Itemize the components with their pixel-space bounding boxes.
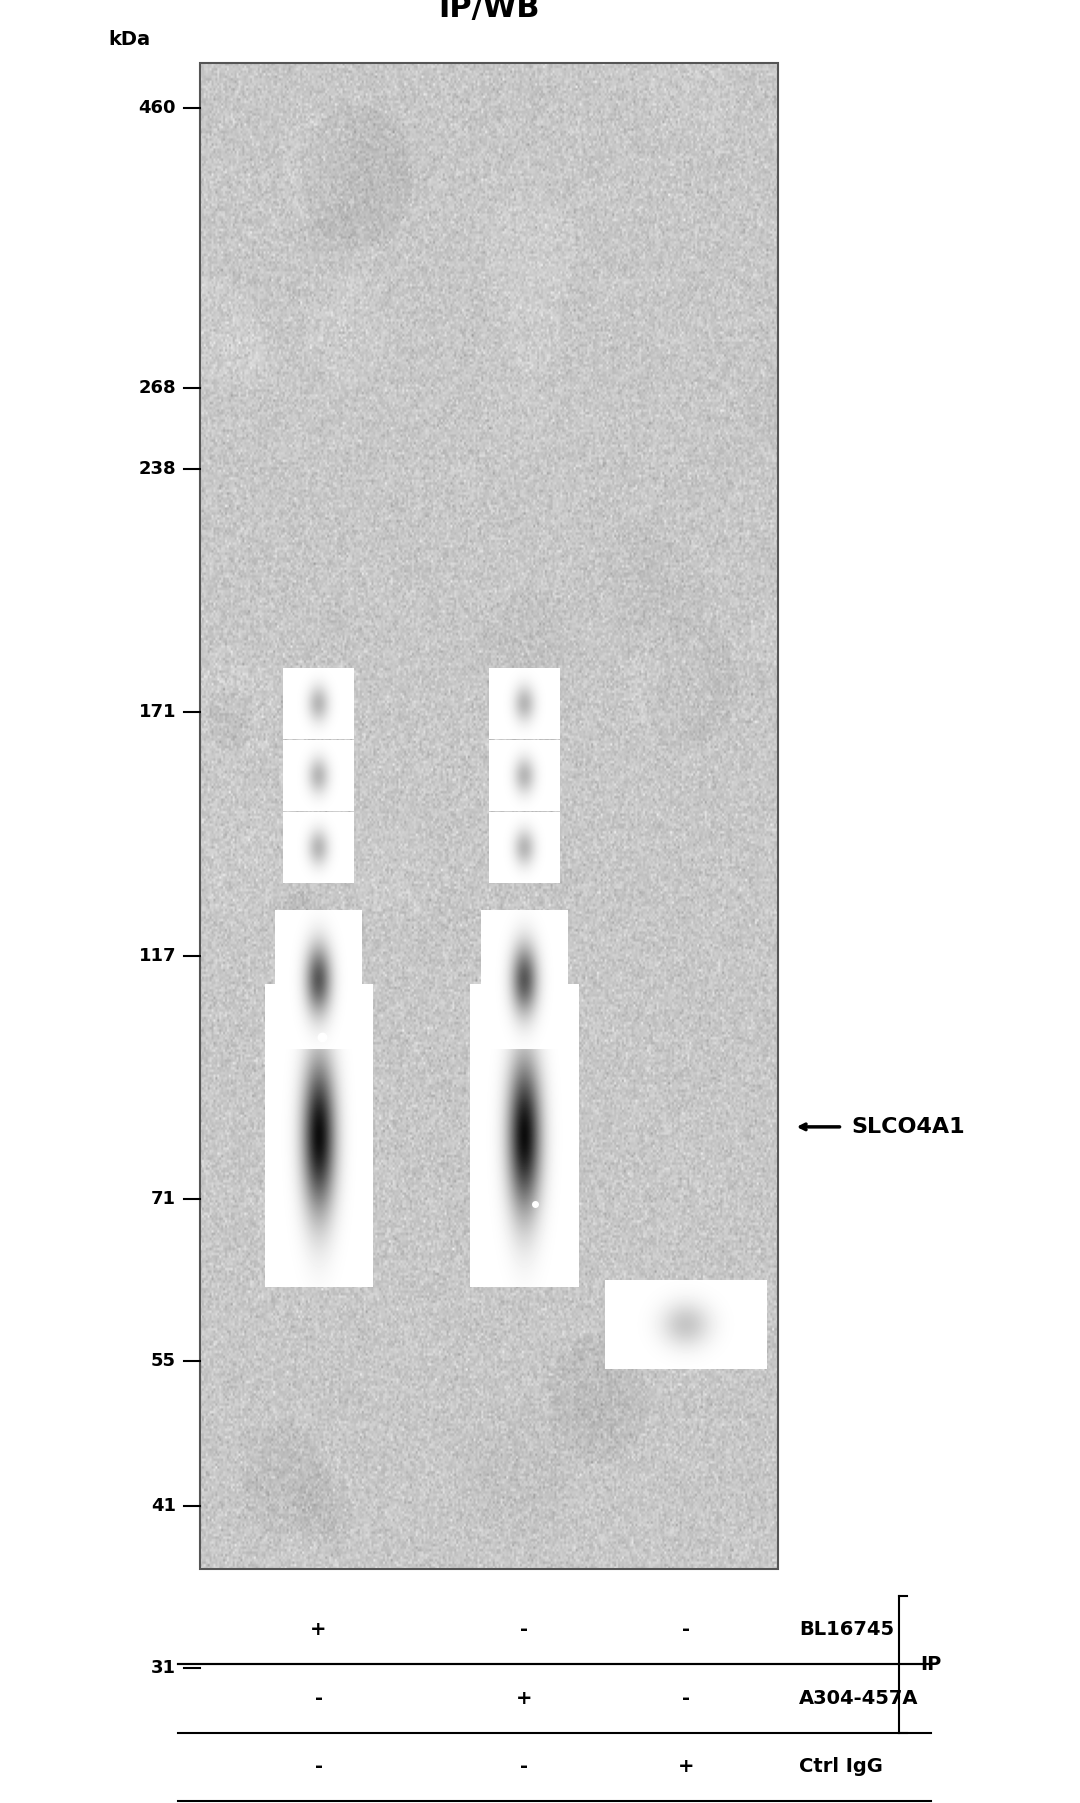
Bar — [200, 63, 778, 1569]
Text: 55: 55 — [151, 1352, 176, 1370]
Text: IP: IP — [920, 1655, 942, 1673]
Text: 31: 31 — [151, 1659, 176, 1677]
Text: +: + — [515, 1689, 532, 1707]
Text: 171: 171 — [138, 703, 176, 721]
Text: A304-457A: A304-457A — [799, 1689, 919, 1707]
Text: -: - — [314, 1758, 323, 1776]
Text: 71: 71 — [151, 1190, 176, 1208]
Text: -: - — [519, 1621, 528, 1639]
Text: IP/WB: IP/WB — [438, 0, 539, 23]
Text: -: - — [519, 1758, 528, 1776]
Text: kDa: kDa — [108, 29, 151, 49]
Text: +: + — [677, 1758, 694, 1776]
Text: -: - — [681, 1689, 690, 1707]
Text: 117: 117 — [138, 947, 176, 965]
Text: -: - — [681, 1621, 690, 1639]
Text: SLCO4A1: SLCO4A1 — [851, 1116, 964, 1138]
Text: 268: 268 — [138, 379, 176, 397]
Text: 460: 460 — [138, 99, 176, 117]
Text: BL16745: BL16745 — [799, 1621, 894, 1639]
Text: 41: 41 — [151, 1496, 176, 1515]
Text: -: - — [314, 1689, 323, 1707]
Text: +: + — [310, 1621, 327, 1639]
Text: Ctrl IgG: Ctrl IgG — [799, 1758, 883, 1776]
Text: 238: 238 — [138, 460, 176, 478]
